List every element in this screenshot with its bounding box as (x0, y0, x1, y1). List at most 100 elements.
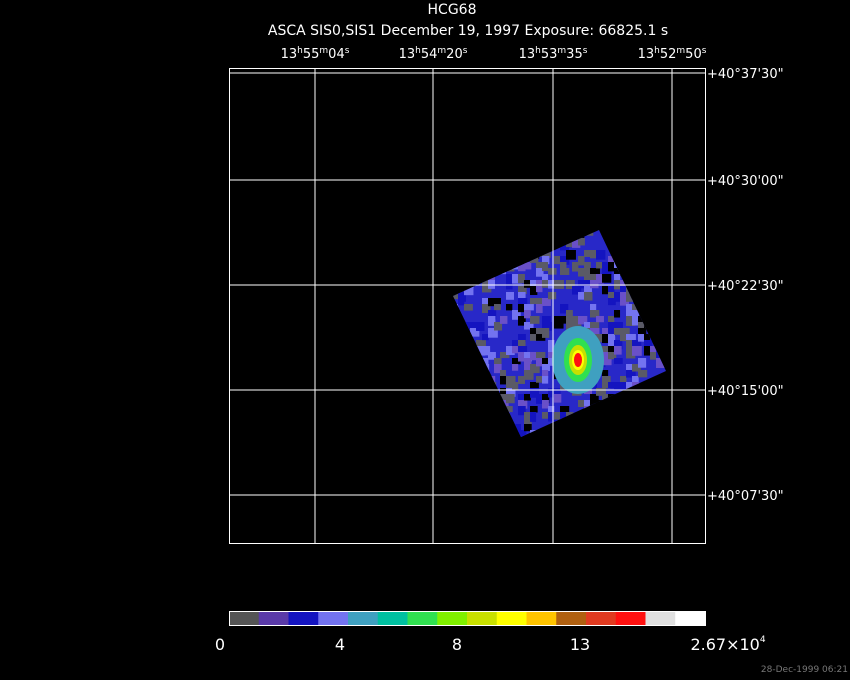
noise-cell (542, 358, 549, 368)
noise-cell (608, 328, 616, 337)
noise-cell (626, 346, 636, 355)
noise-cell (536, 280, 544, 287)
noise-cell (518, 304, 527, 313)
noise-cell (572, 316, 579, 324)
noise-cell (518, 316, 526, 326)
noise-cell (500, 316, 508, 324)
noise-cell (518, 406, 526, 416)
noise-cell (614, 340, 623, 350)
noise-cell (518, 430, 527, 437)
noise-cell (542, 250, 551, 258)
subtitle: ASCA SIS0,SIS1 December 19, 1997 Exposur… (268, 23, 668, 39)
noise-cell (656, 358, 666, 368)
noise-cell (632, 340, 642, 347)
noise-cell (542, 298, 551, 306)
noise-cell (590, 328, 600, 337)
noise-cell (453, 292, 461, 300)
noise-cell (572, 286, 582, 295)
noise-cell (554, 388, 561, 398)
noise-cell (506, 388, 516, 397)
noise-cell (524, 262, 532, 270)
noise-cell (584, 400, 591, 410)
noise-cell (596, 316, 604, 323)
noise-cell (578, 400, 587, 408)
noise-cell (482, 334, 489, 341)
ra-label: 13h55m04s (281, 46, 350, 62)
noise-cell (530, 286, 538, 296)
noise-cell (554, 394, 562, 403)
colorbar-cell (675, 611, 706, 625)
noise-cell (578, 280, 586, 289)
ra-part: 13 (638, 47, 655, 62)
noise-cell (560, 244, 570, 251)
noise-cell (488, 310, 497, 320)
noise-cell (632, 376, 639, 384)
colorbar-border (229, 611, 706, 626)
dec-label: +40°37'30" (707, 67, 784, 82)
noise-cell (560, 412, 570, 421)
noise-cell (626, 316, 636, 326)
noise-cell (536, 394, 546, 404)
noise-cell (518, 352, 526, 362)
colorbar-label-base: 2.67×10 (690, 635, 759, 654)
ra-part: s (345, 46, 350, 56)
noise-cell (620, 286, 630, 294)
noise-cell (626, 382, 633, 389)
colorbar-cell (377, 611, 408, 625)
colorbar-cell (318, 611, 349, 625)
colorbar-cell (467, 611, 498, 625)
noise-cell (506, 382, 513, 392)
ra-part: 13 (519, 47, 536, 62)
noise-cell (500, 394, 507, 403)
noise-cell (494, 298, 501, 305)
noise-cell (608, 316, 615, 324)
noise-cell (602, 352, 612, 362)
noise-cell (482, 346, 491, 356)
colorbar-cell (496, 611, 527, 625)
noise-cell (626, 370, 636, 378)
noise-cell (530, 364, 540, 374)
noise-cell (632, 364, 641, 372)
noise-cell (458, 298, 465, 306)
noise-cell (620, 292, 630, 301)
noise-cell (602, 382, 611, 389)
noise-cell (590, 250, 600, 259)
noise-cell (476, 340, 486, 347)
noise-cell (602, 268, 612, 276)
noise-cell (518, 346, 528, 354)
noise-cell (524, 352, 532, 362)
noise-cell (548, 388, 557, 398)
ra-part: h (415, 46, 421, 56)
noise-cell (596, 388, 606, 396)
noise-cell (554, 322, 564, 329)
noise-cell (644, 340, 653, 350)
noise-cell (560, 268, 570, 275)
noise-cell (608, 256, 617, 264)
noise-cell (518, 286, 527, 295)
noise-cell (584, 292, 593, 301)
noise-cell (458, 292, 466, 302)
noise-cell (542, 328, 550, 338)
noise-cell (572, 238, 581, 248)
noise-cell (524, 364, 533, 373)
noise-cell (464, 286, 474, 296)
noise-cell (548, 268, 557, 275)
noise-cell (602, 346, 611, 355)
noise-cell (626, 292, 636, 302)
colorbar-label: 13 (570, 635, 590, 654)
noise-cell (614, 274, 621, 283)
noise-cell (530, 316, 540, 324)
noise-cell (584, 286, 592, 294)
noise-cell (536, 358, 543, 367)
noise-cell (530, 328, 540, 336)
noise-cell (596, 250, 606, 260)
noise-cell (542, 364, 550, 371)
noise-cell (632, 316, 639, 326)
noise-cell (470, 328, 480, 337)
noise-cell (530, 352, 539, 361)
colorbar: 0 4 8 13 2.67×104 (215, 611, 766, 654)
noise-cell (584, 280, 591, 289)
noise-cell (488, 298, 496, 307)
noise-cell (632, 346, 642, 356)
colorbar-cell (526, 611, 557, 625)
